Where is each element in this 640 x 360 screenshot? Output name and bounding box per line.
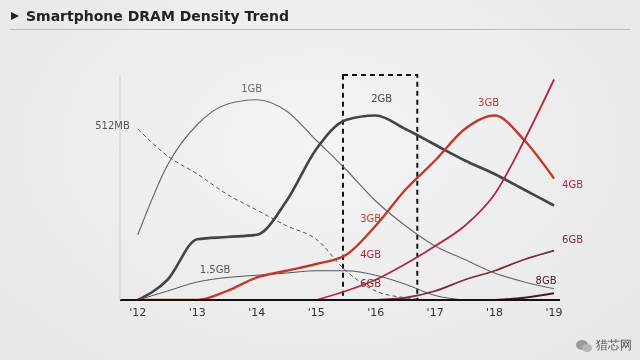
svg-text:'13: '13	[189, 306, 206, 319]
svg-text:512MB: 512MB	[95, 120, 130, 131]
svg-text:'12: '12	[129, 306, 146, 319]
svg-text:3GB: 3GB	[478, 97, 499, 108]
svg-text:6GB: 6GB	[562, 234, 583, 245]
svg-text:'15: '15	[308, 306, 325, 319]
svg-text:'19: '19	[546, 306, 563, 319]
svg-text:4GB: 4GB	[360, 249, 381, 260]
html-text:Smartphone DRAM Density Trend: Smartphone DRAM Density Trend	[26, 8, 289, 24]
svg-text:1.5GB: 1.5GB	[200, 264, 231, 275]
svg-text:'17: '17	[427, 306, 444, 319]
svg-text:4GB: 4GB	[562, 179, 583, 190]
svg-text:1GB: 1GB	[241, 83, 262, 94]
svg-text:'16: '16	[367, 306, 384, 319]
html-text:猎芯网: 猎芯网	[596, 338, 632, 352]
svg-text:3GB: 3GB	[360, 213, 381, 224]
svg-text:6GB: 6GB	[360, 278, 381, 289]
svg-text:'14: '14	[248, 306, 265, 319]
svg-text:'18: '18	[486, 306, 503, 319]
svg-text:8GB: 8GB	[536, 275, 557, 286]
svg-text:2GB: 2GB	[371, 93, 392, 104]
